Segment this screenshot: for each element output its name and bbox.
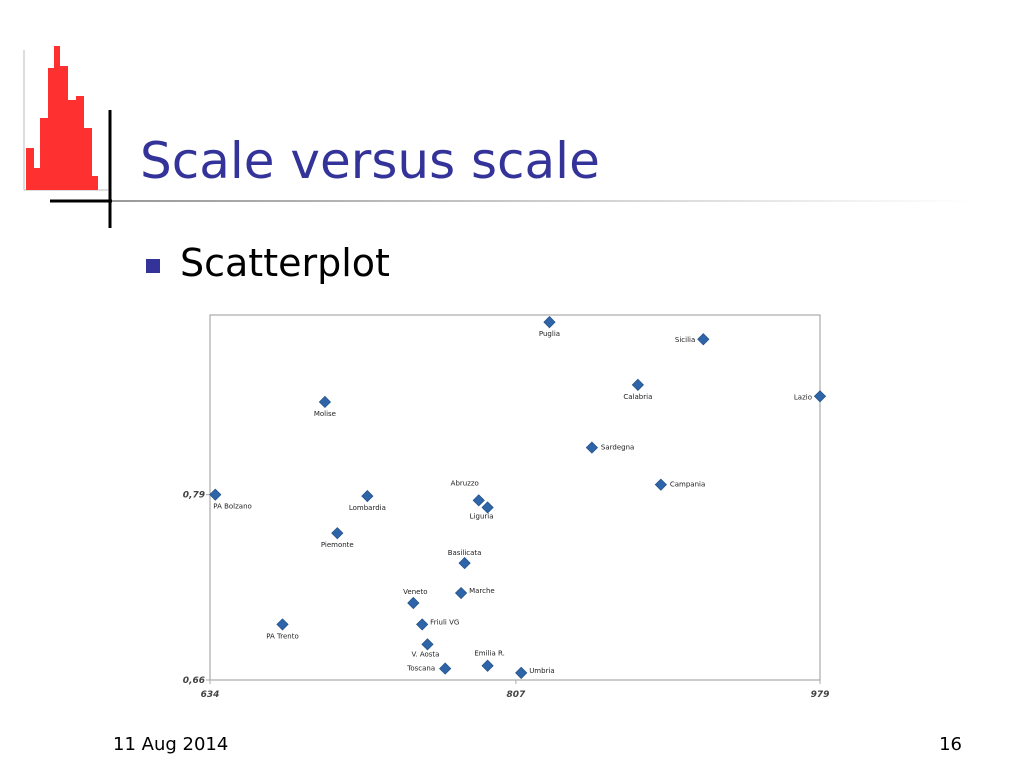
bullet-marker	[146, 259, 160, 273]
point-label: Sardegna	[601, 444, 634, 452]
point	[331, 527, 344, 540]
point	[515, 666, 528, 679]
point	[697, 333, 710, 346]
point-label: V. Aosta	[411, 650, 439, 658]
y-tick-label: 0,66	[183, 676, 205, 686]
y-tick-label: 0,79	[183, 491, 205, 501]
x-tick-label: 807	[506, 690, 526, 700]
logo-histogram	[23, 46, 108, 191]
point	[481, 659, 494, 672]
title-rule	[112, 200, 972, 202]
point-label: Friuli VG	[430, 618, 459, 626]
slide-title: Scale versus scale	[140, 132, 600, 190]
x-tick-label: 979	[811, 690, 830, 700]
point-label: Lombardia	[349, 504, 386, 512]
point-label: Liguria	[470, 512, 494, 520]
point	[421, 638, 434, 651]
point-label: Emilia R.	[474, 650, 504, 658]
point	[472, 494, 485, 507]
point-label: PA Bolzano	[213, 503, 252, 511]
point	[276, 618, 289, 631]
point-label: Puglia	[539, 330, 560, 338]
point	[361, 489, 374, 503]
point-label: PA Trento	[266, 632, 299, 640]
point-label: Molise	[314, 410, 336, 418]
point-label: Piemonte	[321, 541, 354, 549]
point	[631, 378, 644, 391]
footer-date: 11 Aug 2014	[113, 734, 228, 755]
point-label: Lazio	[794, 393, 812, 401]
plot-frame	[209, 314, 821, 681]
point-label: Basilicata	[448, 549, 482, 557]
point-label: Toscana	[406, 665, 435, 673]
point	[209, 488, 222, 501]
point	[318, 395, 332, 409]
point-label: Umbria	[529, 667, 555, 675]
point-label: Abruzzo	[451, 479, 479, 487]
point-label: Veneto	[403, 588, 427, 596]
point	[813, 390, 827, 403]
page-number: 16	[939, 734, 962, 755]
point	[454, 586, 468, 600]
point-label: Calabria	[623, 393, 652, 401]
point	[458, 557, 471, 570]
point	[439, 662, 452, 675]
point	[416, 618, 429, 631]
plot: 634 807 979 0,66 0,79 Puglia Sicilia Calabria La…	[183, 316, 830, 700]
x-tick-label: 634	[201, 690, 220, 700]
point	[585, 441, 598, 454]
bullet-text: Scatterplot	[180, 241, 390, 285]
point	[543, 316, 556, 329]
point-label: Campania	[670, 481, 705, 489]
point	[654, 478, 667, 491]
point	[481, 501, 494, 514]
point	[407, 596, 420, 610]
point-label: Marche	[469, 587, 495, 595]
point-label: Sicilia	[675, 336, 695, 344]
